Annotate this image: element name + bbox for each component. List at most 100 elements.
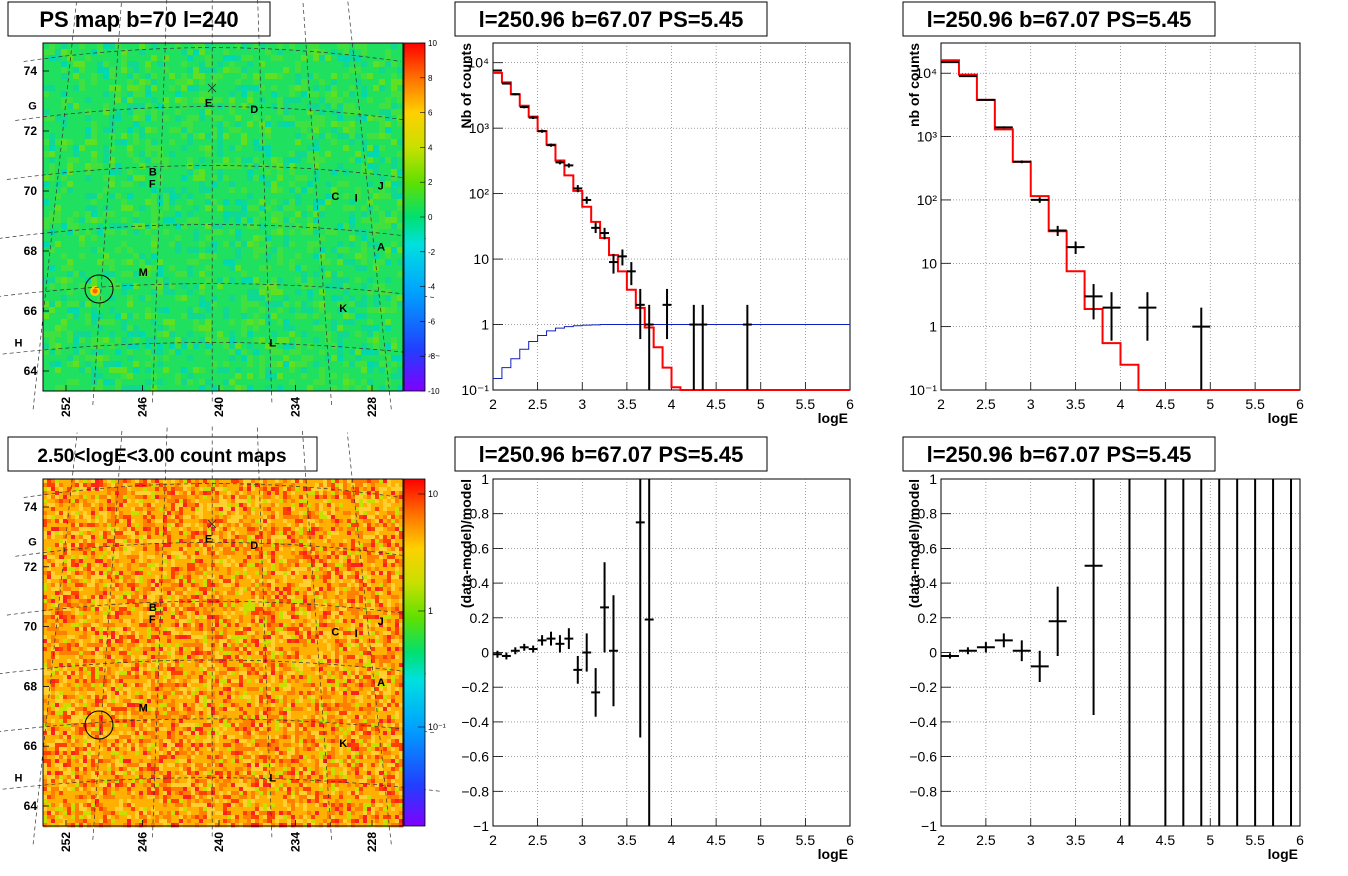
data-point — [520, 106, 529, 108]
y-tick-label: 10 — [473, 251, 489, 267]
map-y-tick-label: 72 — [24, 124, 38, 138]
map-x-tick-label: 246 — [136, 832, 150, 852]
y-tick-label: −0.8 — [461, 783, 489, 799]
data-point — [941, 62, 959, 63]
y-tick-label: −0.6 — [461, 749, 489, 765]
source-label: H — [15, 338, 23, 350]
map-y-tick-label: 64 — [24, 799, 38, 813]
x-tick-label: 5 — [757, 396, 765, 412]
y-axis-label: Nb of counts — [458, 43, 474, 129]
data-point — [1013, 160, 1031, 163]
ps-scale-tick-label: 4 — [428, 143, 433, 152]
source-label: B — [149, 167, 157, 179]
title-box-psmap: PS map b=70 l=240 — [8, 2, 270, 36]
map-x-tick-label: 228 — [365, 832, 379, 852]
data-point — [995, 126, 1013, 128]
y-tick-label: −0.4 — [909, 714, 937, 730]
x-tick-label: 4 — [1117, 832, 1125, 848]
y-tick-label: 10² — [917, 192, 938, 208]
source-label: A — [377, 677, 385, 689]
ps-scale-tick-label: 2 — [428, 178, 433, 187]
y-tick-label: 0.2 — [470, 610, 490, 626]
x-tick-label: 2 — [937, 396, 945, 412]
source-label: A — [377, 242, 385, 254]
ps-scale-tick-label: 0 — [428, 213, 433, 222]
count-scale-tick-label: 1 — [428, 606, 433, 616]
source-label: J — [378, 616, 384, 628]
y-tick-label: 10² — [469, 186, 490, 202]
count-scale-tick-label: 10 — [428, 489, 438, 499]
x-tick-label: 5 — [1206, 832, 1214, 848]
x-tick-label: 3.5 — [1066, 396, 1086, 412]
y-tick-label: 1 — [929, 319, 937, 335]
x-tick-label: 5.5 — [796, 832, 816, 848]
x-tick-label: 4.5 — [1156, 396, 1176, 412]
y-tick-label: 1 — [481, 317, 489, 333]
title-box-res2: l=250.96 b=67.07 PS=5.45 — [903, 437, 1215, 471]
source-label: H — [15, 773, 23, 785]
map-y-tick-label: 64 — [24, 364, 38, 378]
ps-scale-tick-label: 8 — [428, 74, 433, 83]
x-tick-label: 2.5 — [976, 396, 996, 412]
map-x-tick-label: 228 — [365, 397, 379, 417]
map-pixels — [43, 43, 403, 391]
ps-scale-tick-label: 6 — [428, 109, 433, 118]
title-spec2: l=250.96 b=67.07 PS=5.45 — [927, 7, 1192, 32]
map-y-tick-label: 74 — [24, 500, 38, 514]
ps-scale-tick-label: -2 — [428, 248, 436, 257]
y-tick-label: 10⁻¹ — [909, 382, 937, 398]
ps-scale-tick-label: -4 — [428, 283, 436, 292]
map-y-tick-label: 74 — [24, 64, 38, 78]
source-label: C — [331, 191, 339, 203]
map-x-tick-label: 234 — [289, 397, 303, 417]
source-label: I — [355, 193, 358, 205]
ps-scale-tick-label: 10 — [428, 39, 437, 48]
title-res2: l=250.96 b=67.07 PS=5.45 — [927, 442, 1192, 467]
data-point — [502, 83, 511, 85]
y-tick-label: −1 — [921, 818, 937, 834]
y-tick-label: −0.6 — [909, 749, 937, 765]
source-label: K — [339, 738, 347, 750]
y-tick-label: −0.2 — [909, 679, 937, 695]
source-label: G — [28, 536, 37, 548]
x-tick-label: 2 — [489, 832, 497, 848]
data-point — [977, 99, 995, 100]
source-label: M — [139, 267, 148, 279]
count-color-bar — [404, 479, 425, 826]
title-countmap: 2.50<logE<3.00 count maps — [37, 446, 286, 467]
x-tick-label: 2.5 — [528, 832, 548, 848]
y-axis-label: (data-model)/model — [906, 479, 922, 608]
title-spec1: l=250.96 b=67.07 PS=5.45 — [479, 7, 744, 32]
x-tick-label: 3 — [578, 396, 586, 412]
x-tick-label: 4.5 — [1156, 832, 1176, 848]
map-y-tick-label: 68 — [24, 679, 38, 693]
y-tick-label: 1 — [929, 471, 937, 487]
source-label: E — [205, 533, 212, 545]
map-x-tick-label: 246 — [136, 397, 150, 417]
x-tick-label: 5 — [757, 832, 765, 848]
y-tick-label: −1 — [473, 818, 489, 834]
title-psmap: PS map b=70 l=240 — [39, 7, 238, 32]
title-res1: l=250.96 b=67.07 PS=5.45 — [479, 442, 744, 467]
x-tick-label: 4.5 — [706, 832, 726, 848]
title-box-countmap: 2.50<logE<3.00 count maps — [8, 437, 317, 471]
data-point — [959, 76, 977, 77]
ps-scale-tick-label: -10 — [428, 387, 440, 396]
data-point — [493, 70, 502, 71]
x-tick-label: 4 — [1117, 396, 1125, 412]
source-label: G — [28, 101, 37, 113]
x-tick-label: 3.5 — [617, 832, 637, 848]
y-tick-label: 10³ — [917, 129, 938, 145]
count-scale-tick-label: 10⁻¹ — [428, 722, 446, 732]
ps-scale-tick-label: -8 — [428, 352, 436, 361]
map-y-tick-label: 70 — [24, 620, 38, 634]
map-x-tick-label: 240 — [212, 397, 226, 417]
y-axis-label: (data-model)/model — [458, 479, 474, 608]
x-axis-label: logE — [818, 410, 848, 426]
source-label: D — [250, 104, 258, 116]
